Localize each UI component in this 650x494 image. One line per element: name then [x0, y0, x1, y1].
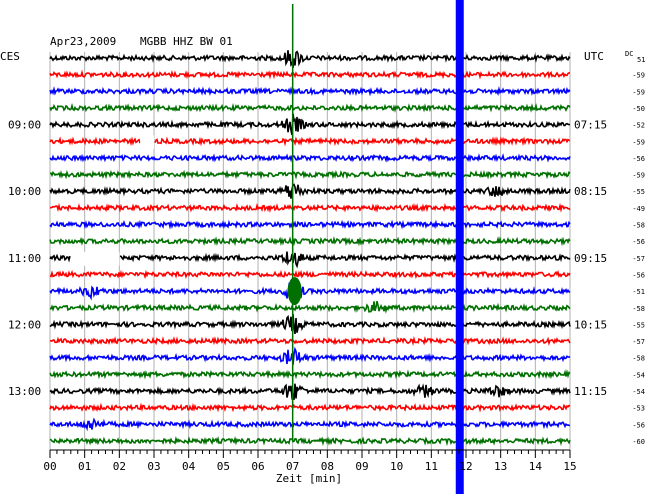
dc-offset-label: -51	[632, 288, 645, 296]
trace-19	[49, 369, 571, 380]
right-zone-label: UTC	[584, 50, 604, 63]
right-time-label: 11:15	[574, 385, 607, 398]
gap-1	[70, 251, 120, 266]
right-time-label: 07:15	[574, 119, 607, 132]
dc-offset-label: -56	[632, 421, 645, 429]
left-time-label: 13:00	[8, 385, 41, 398]
x-tick-label-00: 00	[43, 460, 56, 473]
x-tick-label-03: 03	[147, 460, 160, 473]
dc-offset-label: -57	[632, 338, 645, 346]
x-tick-label-06: 06	[251, 460, 264, 473]
trace-17	[49, 335, 571, 347]
gap-0	[140, 135, 154, 150]
dc-offset-label: -54	[632, 388, 645, 396]
trace-22	[49, 417, 571, 432]
trace-10	[49, 219, 571, 230]
trace-1	[49, 69, 570, 80]
trace-4	[49, 113, 571, 136]
dc-offset-label: -50	[632, 105, 645, 113]
x-tick-label-13: 13	[494, 460, 507, 473]
dc-label: DC	[625, 50, 633, 58]
dc-offset-label: -60	[632, 438, 645, 446]
dc-first-value: 51	[637, 56, 645, 64]
left-time-label: 09:00	[8, 119, 41, 132]
grid-lines	[49, 52, 571, 450]
dc-offset-label: -58	[632, 355, 645, 363]
dc-offset-label: -54	[632, 371, 645, 379]
trace-13	[49, 269, 571, 280]
x-tick-label-05: 05	[217, 460, 230, 473]
x-tick-label-02: 02	[113, 460, 126, 473]
x-tick-label-04: 04	[182, 460, 196, 473]
x-tick-label-11: 11	[425, 460, 438, 473]
x-axis-label: Zeit [min]	[276, 472, 342, 485]
dc-offset-label: -59	[632, 88, 645, 96]
dc-offset-label: -59	[632, 172, 645, 180]
x-tick-label-01: 01	[78, 460, 91, 473]
x-tick-label-14: 14	[529, 460, 543, 473]
trace-5	[49, 136, 571, 147]
trace-23	[49, 436, 571, 447]
data-gaps	[70, 135, 154, 266]
x-axis: 00 01 02 03 04 05 06 07 08 09 10 11 12 13 14 15	[43, 449, 577, 473]
dc-offset-label: -55	[632, 188, 645, 196]
trace-6	[49, 153, 571, 163]
header-station: MGBB HHZ BW 01	[140, 35, 233, 48]
trace-15	[49, 301, 571, 314]
x-tick-label-07: 07	[286, 460, 299, 473]
dc-offset-label: -56	[632, 238, 645, 246]
trace-7	[49, 169, 571, 180]
right-time-label: 10:15	[574, 318, 607, 331]
dc-offset-label: -56	[632, 155, 645, 163]
x-tick-label-08: 08	[321, 460, 334, 473]
dc-offset-label: -59	[632, 138, 645, 146]
dc-offset-label: -58	[632, 305, 645, 313]
seismic-traces	[49, 50, 571, 447]
left-zone-label: CES	[0, 50, 20, 63]
trace-14	[49, 282, 571, 303]
trace-21	[49, 402, 571, 413]
trace-20	[49, 383, 571, 401]
marker-bar	[455, 0, 464, 494]
x-tick-label-12: 12	[459, 460, 472, 473]
x-tick-label-10: 10	[390, 460, 403, 473]
right-time-label: 08:15	[574, 185, 607, 198]
seismic-events	[287, 4, 302, 440]
left-time-label: 11:00	[8, 252, 41, 265]
dc-offset-label: -56	[632, 271, 645, 279]
trace-2	[49, 86, 571, 97]
trace-11	[49, 236, 571, 247]
dc-offset-label: -49	[632, 205, 645, 213]
dc-offset-label: -53	[632, 405, 645, 413]
dc-offset-label: -57	[632, 255, 645, 263]
header-date: Apr23,2009	[50, 35, 116, 48]
trace-9	[50, 202, 571, 214]
dc-offset-label: -58	[632, 222, 645, 230]
trace-3	[49, 102, 571, 113]
right-time-label: 09:15	[574, 252, 607, 265]
dc-offset-label: -59	[632, 72, 645, 80]
dc-offset-label: -55	[632, 321, 645, 329]
left-time-label: 12:00	[8, 318, 41, 331]
trace-18	[49, 346, 571, 365]
marker-line	[455, 0, 464, 494]
x-tick-label-09: 09	[355, 460, 368, 473]
dc-offset-label: -52	[632, 122, 645, 130]
trace-0	[49, 50, 571, 69]
time-labels: 09:00 10:00 11:00 12:00 13:00 07:15 08:15 09:15…	[8, 72, 645, 446]
trace-16	[49, 313, 571, 335]
trace-8	[49, 183, 571, 199]
trace-12	[49, 251, 571, 269]
x-tick-label-15: 15	[563, 460, 576, 473]
spike-blob	[287, 277, 302, 306]
left-time-label: 10:00	[8, 185, 41, 198]
